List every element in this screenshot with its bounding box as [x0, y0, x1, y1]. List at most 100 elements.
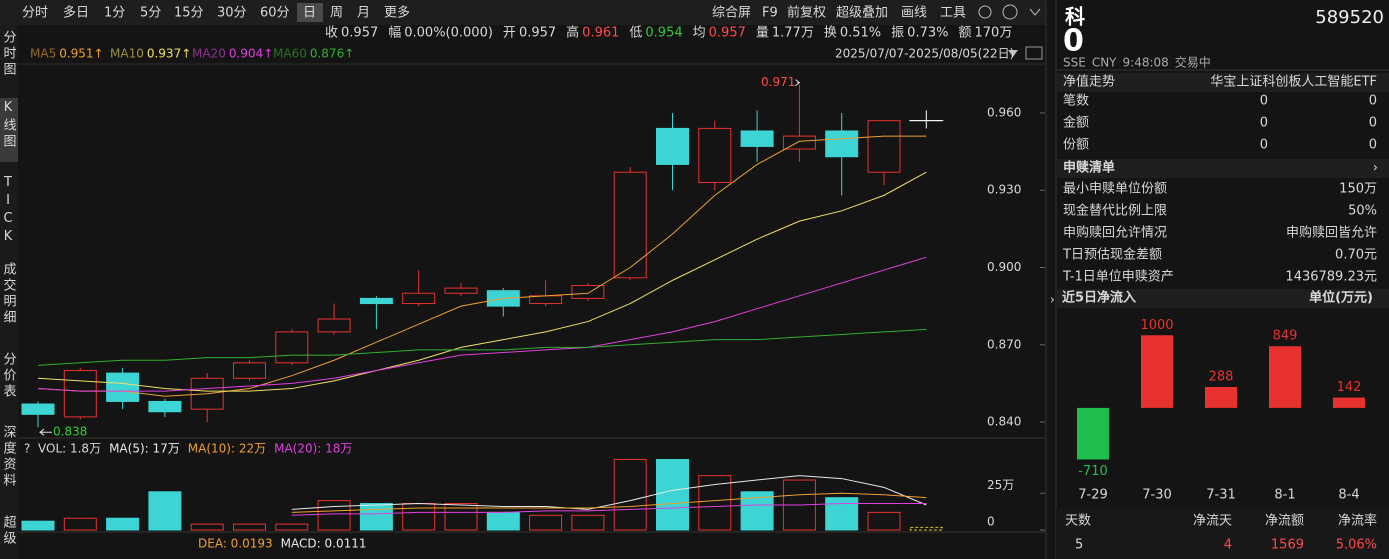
quote-label: 幅: [388, 26, 401, 41]
low-arrow: [39, 428, 52, 436]
list-arrow[interactable]: ›: [1373, 161, 1378, 176]
side-tab[interactable]: 分时图: [1, 30, 17, 78]
side-tab[interactable]: TICK: [1, 175, 16, 247]
help-icon[interactable]: [1002, 4, 1018, 20]
summary-band: [1056, 508, 1389, 559]
volume-ma-line: [291, 492, 927, 513]
list-label: 申购赎回允许情况: [1063, 225, 1167, 241]
period-tab[interactable]: 1分: [104, 6, 125, 21]
period-tab[interactable]: 多日: [63, 5, 89, 21]
tool-button[interactable]: 综合屏: [712, 6, 751, 21]
active-period-bg: [297, 3, 323, 22]
side-tab[interactable]: 深度资料: [1, 425, 17, 489]
tool-button[interactable]: 画线: [901, 6, 927, 21]
candle-body: [106, 372, 140, 402]
volume-bar: [233, 523, 266, 531]
ma-legend-value: 0.876↑: [310, 47, 354, 61]
volume-bar: [571, 514, 605, 531]
inflow-category: 7-29: [1078, 488, 1108, 503]
side-tab[interactable]: 超级: [1, 515, 17, 547]
tool-button[interactable]: F9: [762, 6, 778, 21]
candle-body: [317, 318, 351, 333]
macd-legend: DEA: 0.0193: [198, 537, 273, 551]
summary-value: 1569: [1271, 538, 1304, 553]
side-tab[interactable]: K线图: [1, 100, 17, 150]
period-tab[interactable]: 5分: [140, 6, 161, 21]
list-value: 申购赎回皆允许: [1286, 225, 1377, 241]
y-tick-label: 25万: [987, 478, 1014, 492]
list-label: T日预估现金差额: [1062, 247, 1162, 263]
collapse-icon[interactable]: [1029, 8, 1041, 16]
ma-legend-value: 0.904↑: [229, 47, 273, 61]
volume-bar: [317, 500, 351, 531]
side-tab[interactable]: 成交明细: [1, 262, 17, 326]
count-label: 笔数: [1063, 93, 1089, 109]
quote-label: 均: [693, 26, 706, 41]
side-tab[interactable]: 分价表: [1, 352, 17, 400]
period-tab[interactable]: 60分: [260, 6, 290, 21]
period-tab[interactable]: 更多: [384, 5, 410, 21]
wp-icon[interactable]: [1025, 46, 1043, 60]
period-tab[interactable]: 30分: [217, 6, 247, 21]
volume-ma-line: [291, 475, 927, 510]
count-label: 金额: [1063, 115, 1089, 131]
volume-bar: [148, 491, 182, 531]
quote-label: 收: [325, 26, 338, 41]
status-text: 9:48:08: [1123, 56, 1169, 70]
candle-body: [402, 292, 436, 305]
summary-header: 净流率: [1338, 513, 1377, 529]
quote-value: 1.77万: [772, 26, 814, 41]
volume-ma-line: [291, 503, 927, 516]
candle-body: [148, 400, 182, 413]
side-arrow[interactable]: ›: [1050, 293, 1055, 307]
candle-body: [359, 297, 393, 305]
nav-band: [1056, 73, 1389, 92]
volume-bar: [275, 523, 309, 531]
quote-value: 0.957: [709, 26, 746, 41]
y-tick-label: 0: [987, 515, 995, 529]
quote-value: 0.00%(0.000): [404, 26, 493, 41]
high-arrow: [795, 79, 801, 87]
security-code: 589520: [1315, 7, 1384, 28]
period-tab[interactable]: 月: [357, 6, 370, 21]
candle-body: [275, 331, 309, 364]
dropdown-icon[interactable]: [1008, 50, 1018, 57]
period-tab[interactable]: 15分: [174, 6, 204, 21]
quote-label: 换: [824, 26, 837, 41]
candle-body: [444, 287, 478, 294]
ma-legend-value: 0.951↑: [59, 47, 103, 61]
count-value: 0: [1260, 138, 1268, 153]
macd-legend: MACD: 0.0111: [281, 537, 367, 551]
candle-body: [571, 285, 605, 299]
quote-value: 0.957: [519, 26, 556, 41]
inflow-bar: [1269, 346, 1301, 408]
tool-button[interactable]: 工具: [940, 6, 966, 21]
candle-body: [867, 120, 901, 173]
volume-legend: VOL: 1.8万: [38, 442, 101, 456]
high-annotation: 0.971: [761, 75, 795, 89]
inflow-value-label: -710: [1078, 464, 1108, 479]
period-tab[interactable]: 周: [330, 6, 343, 21]
volume-bar: [825, 497, 859, 531]
count-label: 份额: [1063, 138, 1089, 153]
summary-value: 4: [1224, 538, 1232, 553]
help-mark: ?: [24, 442, 30, 456]
summary-value: 5.06%: [1336, 538, 1377, 553]
volume-ma-legend: MA(20): 18万: [274, 442, 352, 456]
status-text: SSE: [1063, 56, 1086, 70]
ma-legend-name: MA60: [273, 47, 307, 61]
tool-button[interactable]: 前复权: [787, 5, 826, 21]
status-text: 交易中: [1175, 55, 1211, 70]
settings-icon[interactable]: [978, 5, 992, 19]
volume-bar: [63, 517, 97, 531]
period-tab[interactable]: 分时: [22, 6, 48, 21]
y-tick-label: 0.840: [987, 415, 1021, 429]
inflow-bar: [1141, 335, 1173, 408]
tool-button[interactable]: 超级叠加: [836, 6, 888, 21]
security-name: 科: [1065, 5, 1085, 29]
quote-label: 额: [958, 26, 971, 41]
period-tab[interactable]: 日: [303, 6, 316, 21]
candle-body: [825, 130, 859, 158]
volume-ma-legend: MA(5): 17万: [109, 442, 180, 456]
volume-bar: [106, 517, 140, 531]
